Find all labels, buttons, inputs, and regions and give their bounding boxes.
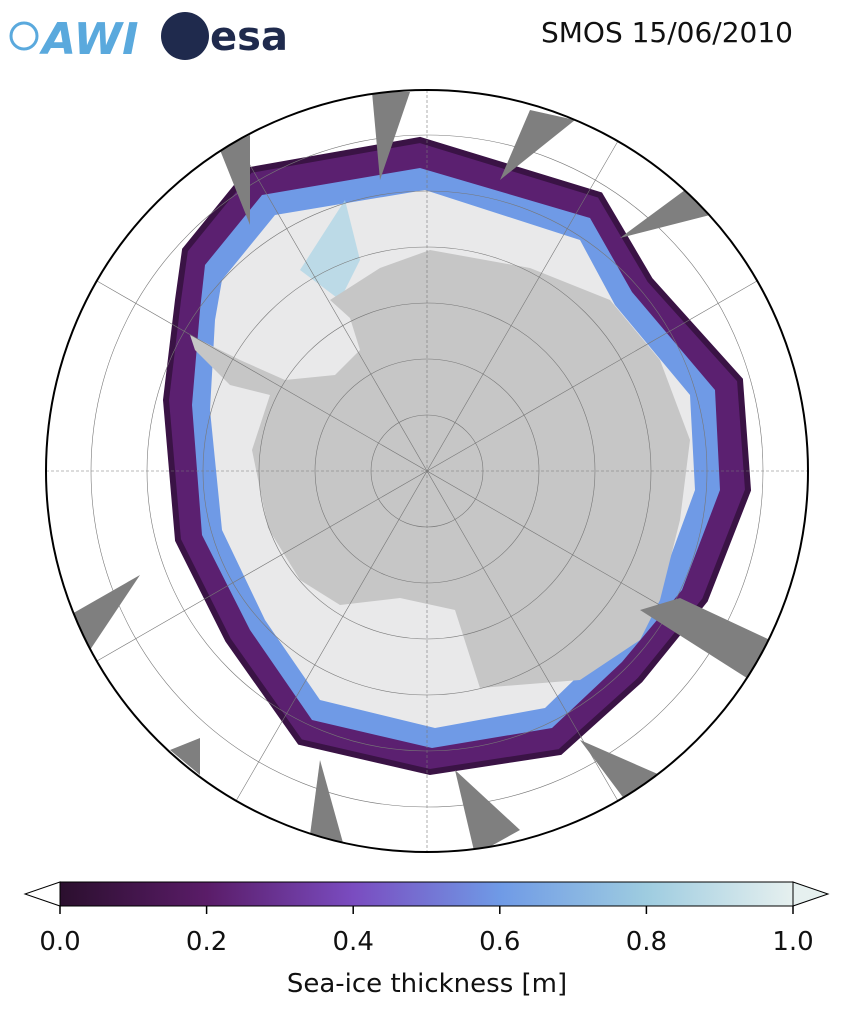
graticule [46, 90, 808, 852]
colorbar-extend-high [792, 881, 830, 907]
colorbar-tick-label: 0.4 [333, 927, 374, 957]
colorbar [23, 881, 830, 907]
antarctica [190, 250, 690, 688]
colorbar-tick-label: 0.0 [39, 927, 80, 957]
esa-logo: esa [161, 12, 288, 60]
colorbar-bar [59, 881, 794, 907]
thick-ice [300, 200, 360, 300]
colorbar-tick-label: 0.8 [626, 927, 667, 957]
map-title: SMOS 15/06/2010 [541, 16, 793, 49]
colorbar-extend-low [23, 881, 61, 907]
colorbar-tick-label: 1.0 [772, 927, 813, 957]
colorbar-label: Sea-ice thickness [m] [287, 969, 567, 999]
awi-text: AWI [39, 14, 139, 65]
awi-logo: AWI [9, 14, 139, 65]
map [46, 90, 808, 852]
no-data-wedges [70, 92, 770, 852]
colorbar-tick-label: 0.6 [479, 927, 520, 957]
colorbar-tick-label: 0.2 [186, 927, 227, 957]
map-border [45, 89, 809, 853]
esa-text: esa [210, 14, 288, 60]
